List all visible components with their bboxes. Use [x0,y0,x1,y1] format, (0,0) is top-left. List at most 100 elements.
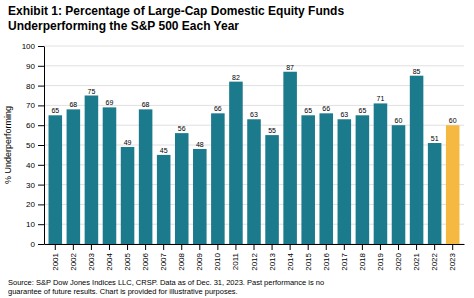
data-label: 71 [377,95,385,102]
x-tick-label: 2023 [448,252,457,270]
x-tick-label: 2021 [412,252,421,270]
grid-line [44,65,464,66]
y-tick-label: 10 [26,220,35,229]
footnote-line: Source: S&P Dow Jones Indices LLC, CRSP.… [8,278,324,287]
x-tick-label: 2014 [286,252,295,270]
x-tick-mark [73,244,74,250]
footnote-line: guarantee of future results. Chart is pr… [8,287,238,296]
x-tick-mark [91,244,92,250]
grid-line [44,85,464,86]
y-tick-mark [38,185,44,186]
x-tick-mark [163,244,164,250]
x-tick-mark [145,244,146,250]
data-label: 68 [69,101,77,108]
x-tick: 2015 [304,244,313,271]
data-label: 63 [340,111,348,118]
x-tick-mark [380,244,381,250]
x-tick: 2017 [340,244,349,271]
y-tick: 70 [26,101,44,110]
bar [392,125,406,244]
y-tick-mark [38,244,44,245]
bar [446,125,460,244]
x-tick: 2018 [358,244,367,271]
bar [283,72,297,244]
data-label: 65 [358,107,366,114]
x-tick-label: 2009 [195,252,204,270]
x-tick-label: 2010 [213,252,222,270]
x-tick-label: 2006 [141,252,150,270]
x-tick-mark [308,244,309,250]
y-tick-label: 70 [26,101,35,110]
y-tick-label: 60 [26,121,35,130]
y-tick-label: 90 [26,62,35,71]
data-label: 49 [124,139,132,146]
data-label: 65 [51,107,59,114]
x-tick-mark [181,244,182,250]
x-tick-label: 2005 [123,252,132,270]
x-tick-label: 2016 [322,252,331,270]
grid-line [44,46,464,47]
data-label: 85 [413,68,421,75]
bar [410,76,424,244]
data-label: 63 [250,111,258,118]
data-label: 60 [449,117,457,124]
data-label: 55 [268,127,276,134]
data-labels: 6568756949684556486682635587656663657160… [51,64,456,154]
y-axis: 0102030405060708090100 [22,42,45,249]
x-tick: 2004 [105,244,114,271]
y-tick-label: 50 [26,141,35,150]
x-tick-mark [290,244,291,250]
bar [157,155,171,244]
chart: Exhibit 1: Percentage of Large-Cap Domes… [0,0,474,298]
y-tick: 60 [26,121,44,130]
x-tick: 2002 [69,244,78,271]
y-tick-mark [38,204,44,205]
x-tick-label: 2001 [51,252,60,270]
bar [247,119,261,244]
y-tick: 20 [26,200,44,209]
y-tick-mark [38,66,44,67]
bar [356,115,370,244]
bar [301,115,315,244]
title: Exhibit 1: Percentage of Large-Cap Domes… [8,4,344,18]
y-tick-label: 80 [26,82,35,91]
x-tick-mark [127,244,128,250]
x-tick: 2020 [394,244,403,271]
x-tick-mark [416,244,417,250]
y-tick-label: 100 [22,42,36,51]
bar [211,113,225,244]
y-tick-mark [38,224,44,225]
x-tick-label: 2018 [358,252,367,270]
y-tick-label: 0 [31,240,36,249]
y-tick: 10 [26,220,44,229]
x-tick: 2008 [177,244,186,271]
x-tick: 2013 [268,244,277,271]
x-tick-label: 2019 [376,252,385,270]
y-tick: 0 [31,240,44,249]
x-tick: 2001 [51,244,60,271]
x-tick-mark [434,244,435,250]
x-axis: 2001200220032004200520062007200820092010… [45,244,465,271]
x-tick-mark [326,244,327,250]
data-label: 75 [88,88,96,95]
bar [265,135,279,244]
x-tick: 2021 [412,244,421,271]
y-axis-title: % Underperforming [3,106,13,184]
bar [103,107,117,244]
bar [139,109,153,244]
x-tick-mark [199,244,200,250]
x-tick: 2005 [123,244,132,271]
data-label: 82 [232,74,240,81]
x-tick: 2007 [159,244,168,271]
bar [319,113,333,244]
bar [121,147,135,244]
y-tick: 50 [26,141,44,150]
bar [428,143,442,244]
plot: 2001200220032004200520062007200820092010… [22,42,465,271]
x-tick-mark [254,244,255,250]
x-tick-mark [362,244,363,250]
x-tick-mark [109,244,110,250]
x-tick-mark [452,244,453,250]
data-label: 51 [431,135,439,142]
y-tick-mark [38,165,44,166]
